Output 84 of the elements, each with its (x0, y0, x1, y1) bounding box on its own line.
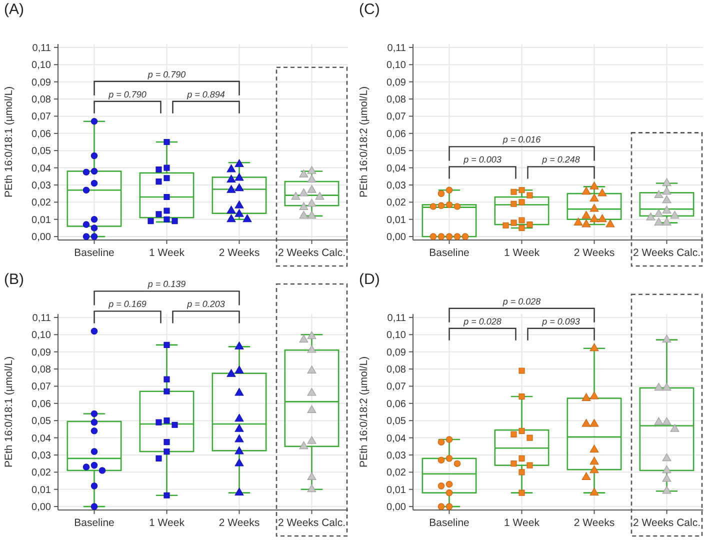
y-tick-label: 0,02 (386, 198, 406, 209)
y-tick-label: 0,04 (386, 163, 406, 174)
y-tick-label: 0,09 (386, 347, 406, 358)
y-tick-label: 0,02 (32, 468, 52, 479)
y-axis-title: PEth 16:0/18:2 (µmol/L) (358, 356, 370, 468)
y-tick-label: 0,06 (386, 398, 406, 410)
x-tick-label: Baseline (429, 247, 470, 259)
y-tick-label: 0,07 (32, 112, 52, 123)
y-tick-label: 0,08 (386, 364, 406, 376)
x-tick-label: Baseline (74, 517, 115, 529)
y-tick-label: 0,02 (386, 468, 406, 479)
y-tick-label: 0,03 (32, 450, 52, 462)
y-tick-label: 0,09 (32, 77, 52, 88)
y-tick-label: 0,01 (386, 484, 406, 496)
y-tick-label: 0,11 (32, 42, 52, 54)
text: p = 0.203 (186, 299, 225, 310)
x-tick-label: 2 Weeks Calc. (278, 517, 346, 529)
x-tick-label: 2 Weeks Calc. (278, 247, 346, 259)
y-tick-label: 0,10 (32, 330, 52, 342)
x-tick-label: 2 Weeks (218, 517, 260, 529)
y-axis-title: PEth 16:0/18:2 (µmol/L) (358, 86, 370, 198)
y-tick-label: 0,01 (32, 214, 52, 226)
y-tick-label: 0,08 (386, 94, 406, 106)
y-tick-label: 0,06 (32, 398, 52, 410)
y-tick-label: 0,03 (386, 450, 406, 462)
y-tick-label: 0,07 (32, 382, 52, 393)
x-tick-label: 2 Weeks Calc. (633, 517, 700, 529)
annotation: p = 0.016 (502, 134, 541, 145)
chart-title: (D) (359, 271, 380, 288)
y-tick-label: 0,00 (32, 232, 52, 244)
y-tick-label: 0,05 (386, 416, 406, 428)
x-tick-label: 1 Week (149, 517, 186, 529)
y-tick-label: 0,00 (32, 502, 52, 514)
y-tick-label: 0,01 (32, 484, 52, 496)
y-tick-label: 0,08 (32, 94, 52, 106)
chart-title: (A) (4, 1, 24, 18)
text: p = 0.028 (502, 296, 541, 306)
x-tick-label: 2 Weeks Calc. (633, 247, 700, 259)
y-tick-label: 0,03 (386, 180, 406, 192)
y-tick-label: 0,11 (387, 312, 406, 324)
y-tick-label: 0,00 (386, 232, 406, 244)
y-tick-label: 0,10 (386, 330, 406, 342)
x-tick-label: Baseline (429, 517, 470, 529)
y-tick-label: 0,10 (386, 60, 406, 72)
chart-title: (C) (359, 1, 380, 18)
annotation: p = 0.028 (462, 316, 502, 326)
y-tick-label: 0,10 (32, 60, 52, 72)
y-tick-label: 0,05 (32, 146, 52, 158)
annotation: p = 0.790 (146, 69, 186, 80)
y-tick-label: 0,01 (386, 214, 406, 226)
y-tick-label: 0,00 (386, 502, 406, 514)
annotation: p = 0.093 (541, 316, 580, 326)
x-tick-label: 1 Week (504, 517, 540, 529)
y-tick-label: 0,11 (32, 312, 52, 324)
x-tick-label: 1 Week (149, 247, 186, 259)
x-tick-label: 2 Weeks (574, 247, 615, 259)
y-tick-label: 0,07 (386, 112, 406, 123)
y-axis-title: PEth 16:0/18:1 (µmol/L) (3, 86, 15, 198)
y-tick-label: 0,09 (386, 77, 406, 88)
annotation: p = 0.248 (541, 154, 580, 165)
y-tick-label: 0,08 (32, 364, 52, 376)
annotation: p = 0.003 (462, 154, 502, 165)
y-tick-label: 0,06 (32, 128, 52, 140)
y-tick-label: 0,04 (32, 433, 52, 444)
text: p = 0.139 (146, 279, 186, 290)
annotation: p = 0.894 (186, 89, 225, 100)
x-tick-label: 1 Week (504, 247, 540, 259)
y-axis-title: PEth 16:0/18:1 (µmol/L) (3, 356, 15, 468)
y-tick-label: 0,09 (32, 347, 52, 358)
text: p = 0.169 (108, 299, 146, 310)
annotation: p = 0.790 (108, 89, 146, 100)
y-tick-label: 0,04 (32, 163, 52, 174)
y-tick-label: 0,05 (386, 146, 406, 158)
x-tick-label: Baseline (74, 247, 115, 259)
x-tick-label: 2 Weeks (574, 517, 615, 529)
y-tick-label: 0,05 (32, 416, 52, 428)
y-tick-label: 0,07 (386, 382, 406, 393)
y-tick-label: 0,06 (386, 128, 406, 140)
y-tick-label: 0,04 (386, 433, 406, 444)
y-tick-label: 0,11 (387, 42, 406, 54)
chart-title: (B) (4, 271, 24, 288)
y-tick-label: 0,02 (32, 198, 52, 209)
y-tick-label: 0,03 (32, 180, 52, 192)
x-tick-label: 2 Weeks (218, 247, 260, 259)
